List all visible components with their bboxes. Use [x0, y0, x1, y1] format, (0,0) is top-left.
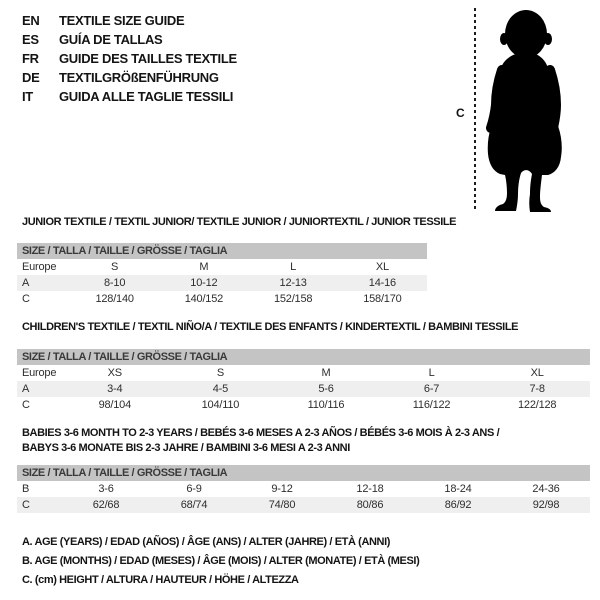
table-cell: M [321, 367, 331, 379]
row-label: A [22, 383, 30, 395]
language-code: DE [22, 70, 40, 85]
table-cell: 158/170 [363, 293, 402, 305]
size-table-header: SIZE / TALLA / TAILLE / GRÖSSE / TAGLIA [17, 465, 590, 481]
legend-line: B. AGE (MONTHS) / EDAD (MESES) / ÂGE (MO… [22, 555, 420, 567]
size-table: SIZE / TALLA / TAILLE / GRÖSSE / TAGLIA E… [17, 243, 427, 307]
legend-line: C. (cm) HEIGHT / ALTURA / HAUTEUR / HÖHE… [22, 574, 299, 586]
language-label: TEXTILE SIZE GUIDE [59, 13, 185, 28]
table-cell: XL [375, 261, 389, 273]
table-cell: L [428, 367, 435, 379]
language-code: IT [22, 89, 33, 104]
table-row: B 3-6 6-9 9-12 12-18 18-24 24-36 [17, 481, 590, 497]
language-list: EN TEXTILE SIZE GUIDE ES GUÍA DE TALLAS FR GU… [22, 11, 237, 106]
row-label: C [22, 399, 30, 411]
table-cell: 14-16 [368, 277, 396, 289]
table-cell: 8-10 [104, 277, 126, 289]
table-row: A 8-10 10-12 12-13 14-16 [17, 275, 427, 291]
baby-figure: C [440, 5, 598, 217]
table-cell: 3-4 [107, 383, 123, 395]
row-label: C [22, 499, 30, 511]
baby-silhouette-icon [486, 10, 562, 212]
row-label: A [22, 277, 30, 289]
table-cell: 10-12 [190, 277, 218, 289]
section-title: BABIES 3-6 MONTH TO 2-3 YEARS / BEBÉS 3-… [22, 427, 500, 454]
table-cell: S [111, 261, 119, 273]
size-table-header: SIZE / TALLA / TAILLE / GRÖSSE / TAGLIA [17, 349, 590, 365]
table-cell: 6-9 [186, 483, 202, 495]
table-cell: 62/68 [92, 499, 120, 511]
table-cell: 6-7 [423, 383, 440, 395]
table-cell: L [290, 261, 297, 273]
table-cell: 98/104 [98, 399, 132, 411]
language-code: ES [22, 32, 39, 47]
table-row: A 3-4 4-5 5-6 6-7 7-8 [17, 381, 590, 397]
table-cell: 152/158 [273, 293, 313, 305]
language-row: ES GUÍA DE TALLAS [22, 30, 237, 49]
table-row: C 128/140 140/152 152/158 158/170 [17, 291, 427, 307]
language-code: EN [22, 13, 40, 28]
size-section: JUNIOR TEXTILE / TEXTIL JUNIOR/ TEXTILE … [17, 215, 457, 307]
language-row: DE TEXTILGRÖßENFÜHRUNG [22, 68, 237, 87]
language-label: TEXTILGRÖßENFÜHRUNG [59, 70, 219, 85]
table-cell: 128/140 [95, 293, 134, 305]
size-table: SIZE / TALLA / TAILLE / GRÖSSE / TAGLIA B… [17, 465, 590, 513]
row-label: Europe [22, 261, 57, 273]
section-title: JUNIOR TEXTILE / TEXTIL JUNIOR/ TEXTILE … [22, 216, 457, 228]
language-row: EN TEXTILE SIZE GUIDE [22, 11, 237, 30]
table-cell: 122/128 [517, 399, 557, 411]
table-row: Europe S M L XL [17, 259, 427, 275]
table-cell: 74/80 [268, 499, 296, 511]
language-row: FR GUIDE DES TAILLES TEXTILE [22, 49, 237, 68]
table-cell: 116/122 [412, 399, 451, 411]
table-cell: 12-18 [356, 483, 384, 495]
table-cell: 104/110 [201, 399, 240, 411]
table-cell: XL [530, 367, 544, 379]
table-cell: 18-24 [444, 483, 472, 495]
table-cell: 80/86 [356, 499, 384, 511]
language-code: FR [22, 51, 39, 66]
table-cell: 7-8 [529, 383, 546, 395]
table-cell: 9-12 [271, 483, 293, 495]
table-cell: 68/74 [180, 499, 208, 511]
section-title: CHILDREN'S TEXTILE / TEXTIL NIÑO/A / TEX… [22, 321, 519, 333]
table-cell: 12-13 [279, 277, 307, 289]
table-row: Europe XS S M L XL [17, 365, 590, 381]
legend-line: A. AGE (YEARS) / EDAD (AÑOS) / ÂGE (ANS)… [22, 536, 390, 548]
height-dashed-line [474, 8, 476, 209]
table-cell: M [199, 261, 209, 273]
table-cell: XS [107, 367, 122, 379]
size-section: CHILDREN'S TEXTILE / TEXTIL NIÑO/A / TEX… [17, 320, 590, 413]
table-cell: 24-36 [532, 483, 560, 495]
legend: A. AGE (YEARS) / EDAD (AÑOS) / ÂGE (ANS)… [22, 533, 420, 590]
table-cell: 92/98 [532, 499, 560, 511]
table-row: C 62/68 68/74 74/80 80/86 86/92 92/98 [17, 497, 590, 513]
table-cell: 3-6 [98, 483, 114, 495]
table-cell: 5-6 [318, 383, 334, 395]
row-label: Europe [22, 367, 57, 379]
table-row: C 98/104 104/110 110/116 116/122 122/128 [17, 397, 590, 413]
size-table-header: SIZE / TALLA / TAILLE / GRÖSSE / TAGLIA [17, 243, 427, 259]
height-marker-label: C [456, 106, 465, 120]
language-label: GUIDA ALLE TAGLIE TESSILI [59, 89, 234, 104]
row-label: B [22, 483, 30, 495]
table-cell: 140/152 [184, 293, 224, 305]
size-section: BABIES 3-6 MONTH TO 2-3 YEARS / BEBÉS 3-… [17, 426, 590, 513]
language-label: GUÍA DE TALLAS [59, 32, 163, 47]
size-table: SIZE / TALLA / TAILLE / GRÖSSE / TAGLIA E… [17, 349, 590, 413]
row-label: C [22, 293, 30, 305]
table-cell: 4-5 [212, 383, 229, 395]
table-cell: 86/92 [444, 499, 472, 511]
language-row: IT GUIDA ALLE TAGLIE TESSILI [22, 87, 237, 106]
language-label: GUIDE DES TAILLES TEXTILE [59, 51, 237, 66]
table-cell: S [216, 367, 224, 379]
table-cell: 110/116 [307, 399, 345, 411]
